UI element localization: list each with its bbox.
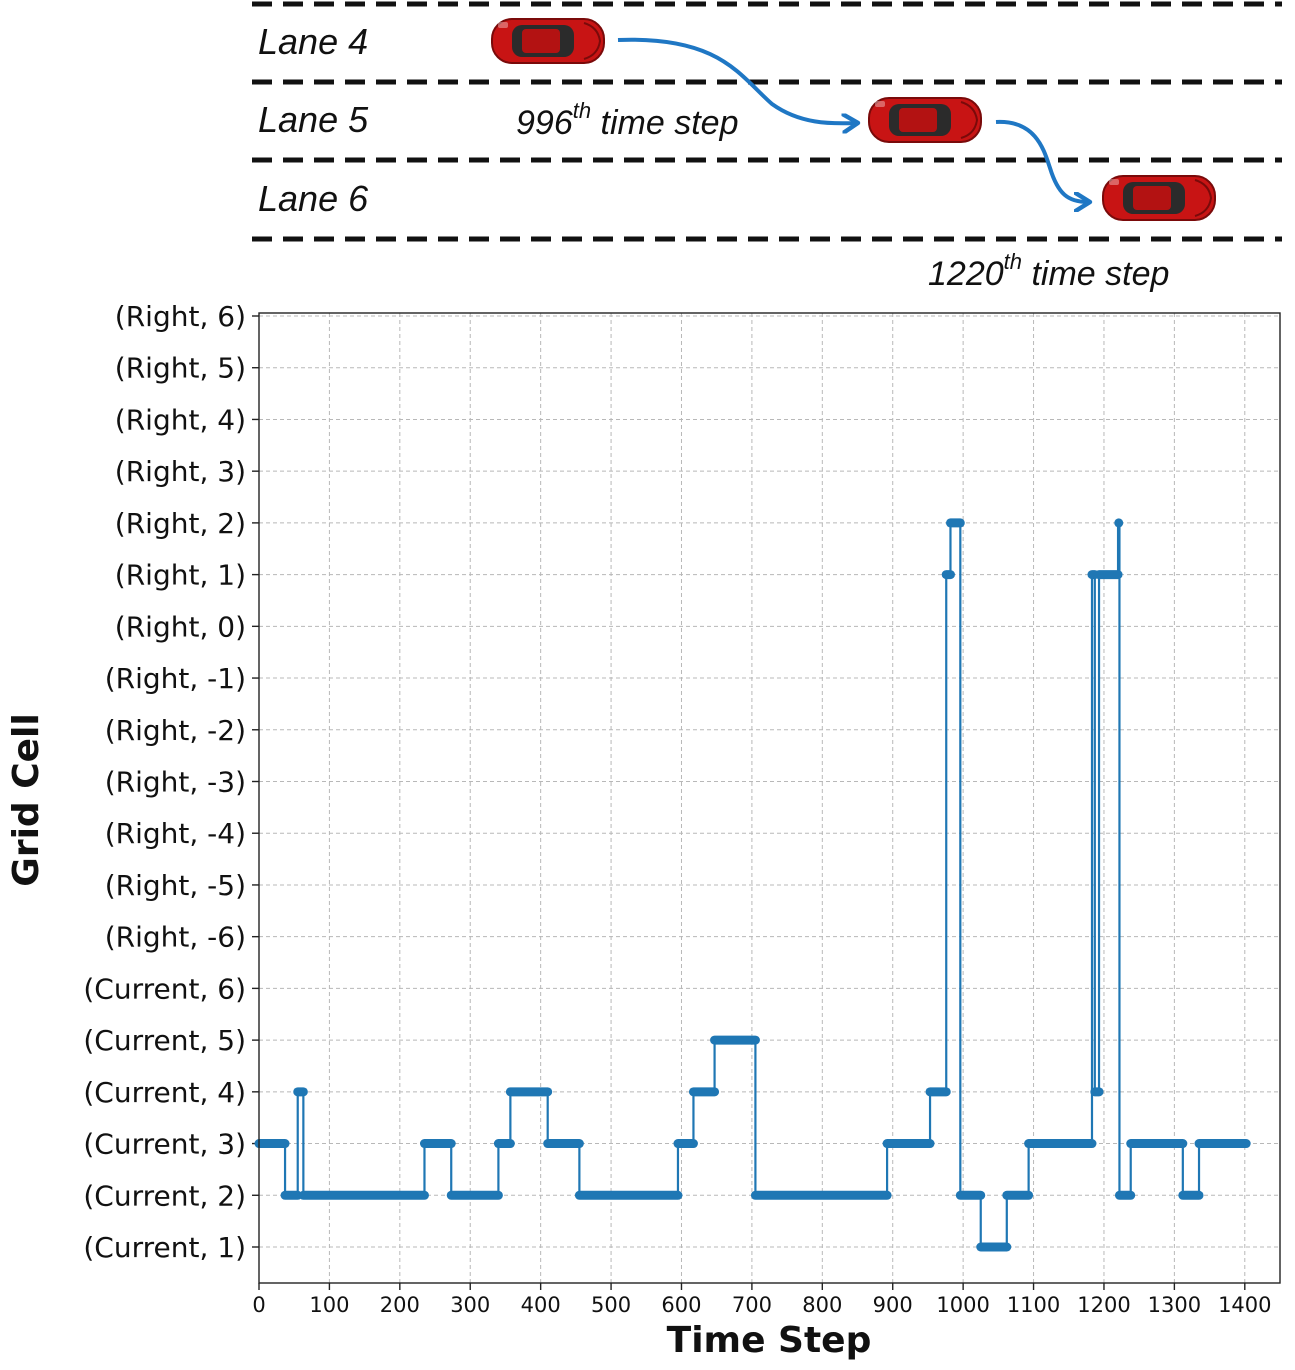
lane-change-arrow: [995, 119, 1088, 202]
y-tick-label: (Right, 5): [115, 352, 246, 385]
x-tick-labels: 0 100 200 300 400 500 600 700 800 900 1000 1100 1200…: [252, 1293, 1271, 1317]
x-tick-label: 400: [521, 1293, 561, 1317]
x-tick-label: 1300: [1148, 1293, 1201, 1317]
y-axis-label: Grid Cell: [6, 713, 47, 886]
car-icon: [1102, 175, 1216, 221]
y-tick-label: (Right, 2): [115, 507, 246, 540]
grid-lines: [252, 313, 1280, 1290]
y-tick-label: (Right, 0): [115, 610, 246, 643]
x-tick-label: 500: [591, 1293, 631, 1317]
plot-frame: [258, 312, 1281, 1284]
x-tick-label: 1400: [1218, 1293, 1271, 1317]
y-tick-label: (Current, 3): [83, 1128, 246, 1161]
y-tick-label: (Right, -1): [105, 662, 246, 695]
x-tick-label: 1000: [936, 1293, 989, 1317]
x-axis-label: Time Step: [667, 1320, 872, 1361]
lane-5-label: Lane 5: [258, 99, 369, 140]
x-tick-label: 1100: [1007, 1293, 1060, 1317]
y-tick-label: (Right, -5): [105, 869, 246, 902]
x-tick-label: 1200: [1077, 1293, 1130, 1317]
y-tick-labels: (Current, 1) (Current, 2) (Current, 3) (Cur…: [83, 300, 246, 1264]
y-tick-label: (Right, 1): [115, 559, 246, 592]
annotation-996: 996th time step: [516, 98, 738, 142]
grid-cell-chart: (Current, 1) (Current, 2) (Current, 3) (Cur…: [6, 300, 1281, 1361]
y-tick-label: (Right, -2): [105, 714, 246, 747]
x-tick-label: 100: [309, 1293, 349, 1317]
x-tick-label: 600: [661, 1293, 701, 1317]
y-tick-label: (Current, 2): [83, 1179, 246, 1212]
x-tick-label: 300: [450, 1293, 490, 1317]
car-icon: [491, 18, 605, 64]
y-tick-label: (Right, -3): [105, 766, 246, 799]
y-tick-label: (Right, 3): [115, 455, 246, 488]
lane-change-arrow: [617, 37, 856, 124]
y-tick-label: (Current, 4): [83, 1076, 246, 1109]
lane-6-label: Lane 6: [258, 178, 369, 219]
x-tick-label: 900: [873, 1293, 913, 1317]
lane-scene: Lane 4 Lane 5 Lane 6 996th time step 122…: [252, 1, 1282, 293]
y-tick-label: (Right, -6): [105, 921, 246, 954]
x-tick-label: 0: [252, 1293, 265, 1317]
y-tick-label: (Current, 5): [83, 1024, 246, 1057]
annotation-1220: 1220th time step: [928, 249, 1169, 293]
y-tick-label: (Right, -4): [105, 817, 246, 850]
x-tick-label: 200: [380, 1293, 420, 1317]
x-tick-label: 700: [732, 1293, 772, 1317]
car-icon: [868, 97, 982, 143]
data-point: [1114, 518, 1124, 528]
y-tick-label: (Current, 6): [83, 972, 246, 1005]
series-line: [259, 521, 1247, 1249]
series-cell-trace: [254, 518, 1251, 1252]
x-tick-label: 800: [802, 1293, 842, 1317]
lane-4-label: Lane 4: [258, 21, 368, 62]
y-tick-label: (Current, 1): [83, 1231, 246, 1264]
y-tick-label: (Right, 4): [115, 403, 246, 436]
y-tick-label: (Right, 6): [115, 300, 246, 333]
